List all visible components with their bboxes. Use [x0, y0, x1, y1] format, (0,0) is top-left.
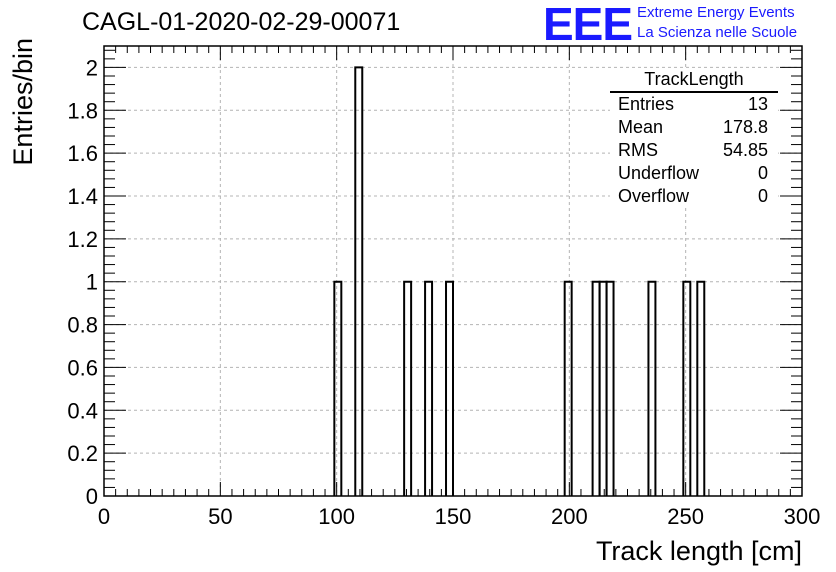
histogram-bin — [598, 280, 608, 496]
histogram-bars — [333, 66, 706, 496]
y-tick-label: 0 — [86, 484, 98, 509]
histogram-bin — [333, 280, 343, 496]
stats-value: 54.85 — [722, 140, 768, 160]
stats-value: 0 — [757, 186, 768, 206]
stats-label: Mean — [618, 117, 664, 137]
y-tick-label: 2 — [86, 55, 98, 80]
x-tick-label: 250 — [667, 504, 704, 529]
histogram-bin — [647, 280, 657, 496]
y-tick-label: 1.8 — [67, 98, 98, 123]
x-tick-label: 300 — [784, 504, 821, 529]
x-tick-label: 150 — [435, 504, 472, 529]
stats-value: 0 — [757, 163, 768, 183]
logo-line-1: Extreme Energy Events — [637, 4, 795, 21]
y-axis-label: Entries/bin — [8, 38, 38, 166]
x-tick-label: 50 — [208, 504, 232, 529]
y-tick-label: 1 — [86, 270, 98, 295]
y-tick-label: 1.2 — [67, 227, 98, 252]
stats-row-entries: Entries 13 — [618, 94, 768, 117]
stats-box: TrackLength Entries 13 Mean 178.8 RMS 54… — [610, 68, 778, 206]
histogram-bin — [445, 280, 454, 496]
axis-ticks — [103, 46, 803, 497]
logo-line-2: La Scienza nelle Scuole — [637, 24, 798, 41]
tick-labels: 0 50 100 150 200 250 30000.20.40.60.811.21.41.… — [67, 55, 820, 529]
stats-row-overflow: Overflow 0 — [618, 186, 768, 209]
histogram-bin — [563, 280, 573, 496]
histogram-bin — [682, 280, 692, 496]
chart-title: CAGL-01-2020-02-29-00071 — [82, 8, 401, 36]
x-tick-label: 200 — [551, 504, 588, 529]
y-tick-label: 0.8 — [67, 313, 98, 338]
stats-box-title: TrackLength — [610, 68, 778, 93]
stats-label: Overflow — [618, 186, 690, 206]
y-tick-label: 1.4 — [67, 184, 98, 209]
stats-label: Entries — [618, 94, 675, 114]
y-tick-label: 1.6 — [67, 141, 98, 166]
stats-value: 13 — [747, 94, 768, 114]
y-tick-label: 0.6 — [67, 355, 98, 380]
stats-row-underflow: Underflow 0 — [618, 163, 768, 186]
stats-label: RMS — [618, 140, 658, 160]
x-tick-label: 0 — [98, 504, 110, 529]
x-axis-label: Track length [cm] — [596, 536, 802, 566]
x-tick-label: 100 — [318, 504, 355, 529]
histogram-bin — [696, 280, 706, 496]
histogram-bin — [591, 280, 601, 496]
histogram-bin — [403, 280, 413, 496]
y-tick-label: 0.4 — [67, 398, 98, 423]
y-tick-label: 0.2 — [67, 441, 98, 466]
histogram-bin — [605, 280, 615, 496]
eee-logo: EEE — [543, 0, 633, 50]
stats-value: 178.8 — [722, 117, 768, 137]
stats-row-mean: Mean 178.8 — [618, 117, 768, 140]
histogram-bin — [354, 66, 364, 496]
histogram-bin — [424, 280, 434, 496]
stats-label: Underflow — [618, 163, 700, 183]
stats-row-rms: RMS 54.85 — [618, 140, 768, 163]
